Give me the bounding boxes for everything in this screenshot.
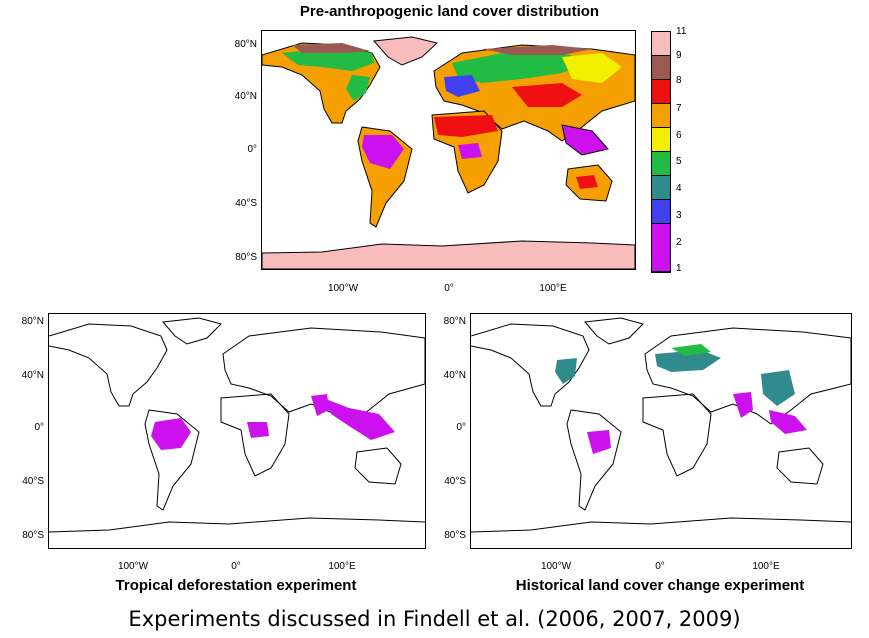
bottom-right-map-title: Historical land cover change experiment: [515, 577, 805, 594]
bl-india-deforest: [311, 394, 329, 416]
br-lat-40s: 40°S: [444, 476, 466, 487]
eurasia-boreal: [452, 53, 592, 83]
br-india-change: [733, 392, 753, 418]
se-asia-tropical: [561, 124, 609, 156]
colorbar-swatch-2: [652, 56, 670, 80]
bl-congo-deforest: [247, 422, 269, 438]
figure-caption: Experiments discussed in Findell et al. …: [128, 607, 741, 631]
top-lat-40n: 40°N: [234, 91, 257, 102]
antarctica-fill: [262, 240, 635, 269]
colorbar-label-9: 9: [676, 50, 682, 61]
colorbar-swatch-1: [652, 32, 670, 56]
colorbar-label-2: 2: [676, 237, 682, 248]
colorbar-label-1: 1: [676, 263, 682, 274]
colorbar-swatch-3: [652, 80, 670, 104]
historical-land-cover-map-svg: [471, 317, 851, 533]
br-sa-change: [587, 430, 611, 454]
br-na-change: [555, 358, 577, 384]
bl-lon-100w: 100°W: [117, 561, 149, 572]
na-tundra-band: [292, 43, 370, 53]
top-lon-100e: 100°E: [539, 283, 567, 294]
congo-tropical: [458, 143, 482, 159]
br-lat-0: 0°: [456, 422, 466, 433]
bl-lat-80n: 80°N: [21, 316, 44, 327]
bl-lon-0: 0°: [231, 561, 241, 572]
pre-anthropogenic-map: [261, 30, 636, 270]
top-map-title: Pre-anthropogenic land cover distributio…: [299, 3, 600, 20]
br-seasia-change: [769, 410, 807, 434]
pre-anthropogenic-map-svg: [262, 36, 635, 269]
colorbar-swatch-5: [652, 128, 670, 152]
bl-lat-80s: 80°S: [22, 530, 44, 541]
colorbar-label-5: 5: [676, 156, 682, 167]
colorbar-label-11: 11: [676, 26, 687, 37]
top-lon-0: 0°: [444, 283, 454, 294]
top-lat-40s: 40°S: [235, 198, 257, 209]
land-cover-colorbar: [651, 31, 671, 273]
br-coastlines: [471, 317, 851, 533]
colorbar-swatch-9: [652, 224, 670, 272]
bottom-left-map-title: Tropical deforestation experiment: [115, 577, 357, 594]
eurasia-steppe: [562, 53, 622, 83]
greenland-fill: [372, 36, 439, 66]
amazon-tropical: [362, 135, 404, 169]
australia-desert: [576, 175, 598, 189]
bl-seasia-deforest: [323, 398, 395, 440]
top-lat-80n: 80°N: [234, 39, 257, 50]
colorbar-swatch-8: [652, 200, 670, 224]
colorbar-label-7: 7: [676, 103, 682, 114]
br-lon-100w: 100°W: [540, 561, 572, 572]
bl-lat-40n: 40°N: [21, 370, 44, 381]
colorbar-swatch-7: [652, 176, 670, 200]
tropical-deforestation-map-svg: [49, 317, 425, 533]
bl-lat-0: 0°: [34, 422, 44, 433]
historical-land-cover-map: [470, 313, 852, 549]
top-lat-80s: 80°S: [235, 252, 257, 263]
colorbar-label-3: 3: [676, 210, 682, 221]
colorbar-label-4: 4: [676, 183, 682, 194]
br-europe-change: [655, 350, 721, 372]
europe-mixed: [444, 75, 480, 97]
na-east-forest: [346, 75, 370, 101]
br-lat-80s: 80°S: [444, 530, 466, 541]
colorbar-label-8: 8: [676, 75, 682, 86]
colorbar-swatch-6: [652, 152, 670, 176]
colorbar-swatch-4: [652, 104, 670, 128]
br-asia-change: [761, 370, 795, 406]
top-lat-0: 0°: [247, 144, 257, 155]
br-lon-100e: 100°E: [752, 561, 780, 572]
bl-amazon-deforest: [151, 418, 191, 450]
eurasia-tundra: [482, 45, 592, 55]
br-lon-0: 0°: [655, 561, 665, 572]
br-europe-green: [671, 344, 711, 356]
asia-desert: [512, 83, 582, 107]
tropical-deforestation-map: [48, 313, 426, 549]
top-lon-100w: 100°W: [327, 283, 359, 294]
colorbar-label-6: 6: [676, 130, 682, 141]
bl-lat-40s: 40°S: [22, 476, 44, 487]
bl-lon-100e: 100°E: [328, 561, 356, 572]
sahara-desert: [434, 115, 498, 137]
br-lat-80n: 80°N: [443, 316, 466, 327]
br-lat-40n: 40°N: [443, 370, 466, 381]
